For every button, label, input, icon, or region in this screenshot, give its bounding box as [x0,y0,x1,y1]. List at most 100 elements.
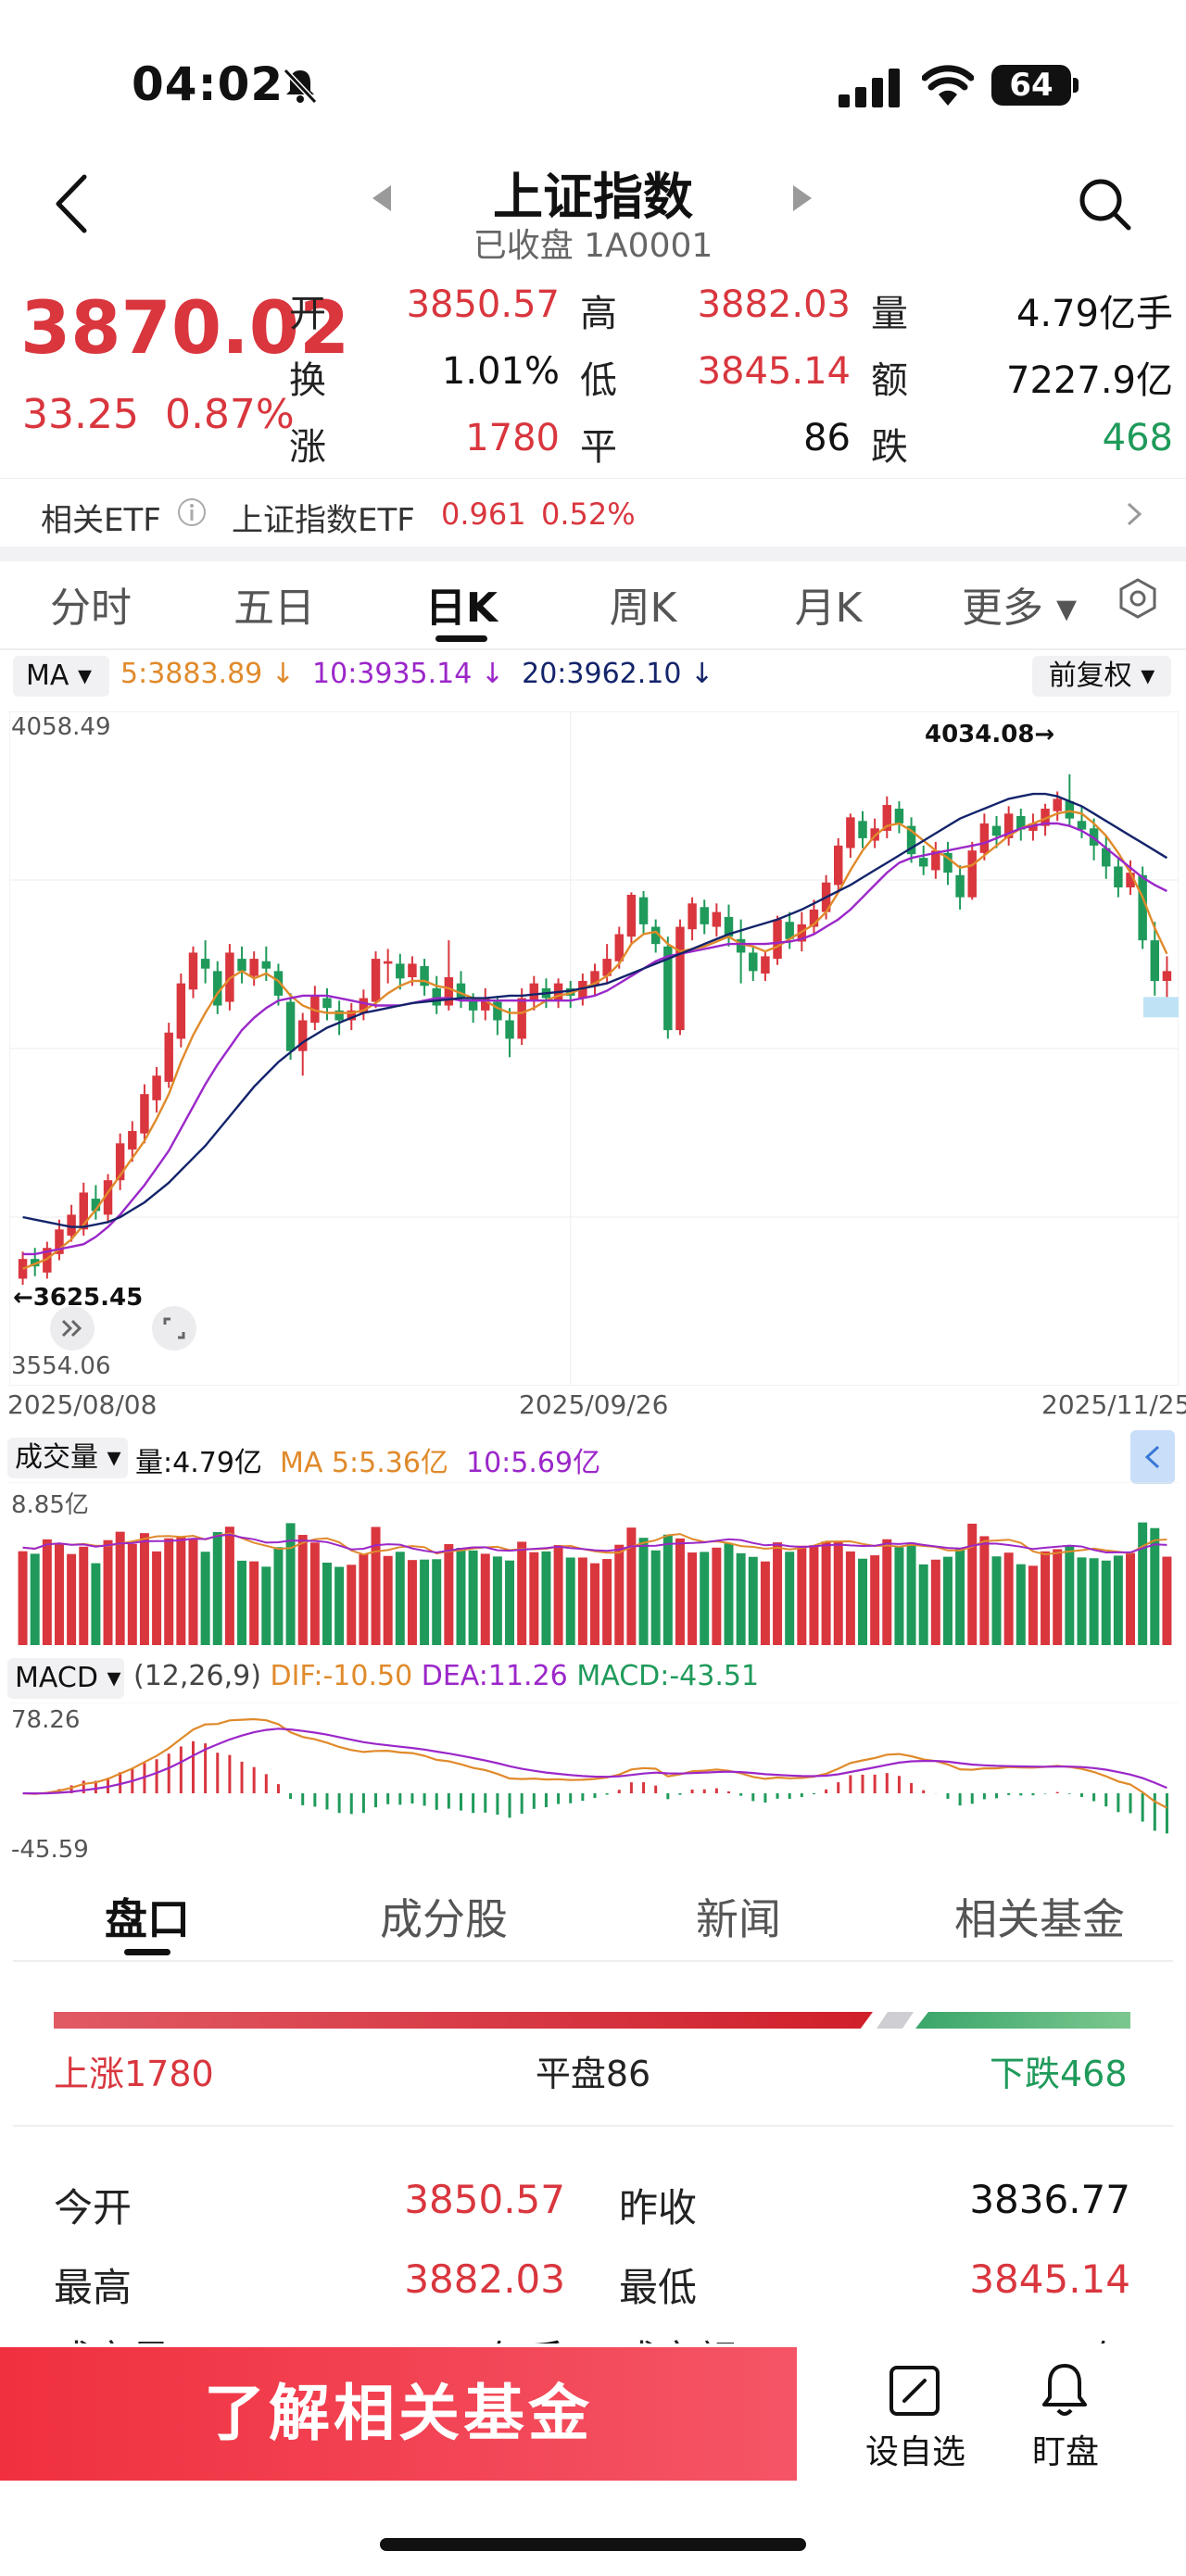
candle-body [481,998,490,1011]
volume-bar [322,1562,332,1645]
candle-body [724,916,734,937]
current-price-tag [1143,997,1179,1018]
candle-body [297,1020,308,1051]
chevron-left-icon[interactable] [1130,1430,1175,1484]
search-icon[interactable] [1075,174,1134,233]
candle-body [43,1248,52,1273]
indicator-select-macd[interactable]: MACD ▾ [7,1658,124,1699]
indicator-select-ma[interactable]: MA ▾ [13,656,109,697]
volume-bar [468,1550,478,1645]
volume-bar [347,1564,357,1645]
volume-bar [273,1547,284,1645]
stat-label-prev-close: 昨收 [619,2185,698,2230]
stat-label-fall: 跌 [871,426,908,469]
candle-body [91,1199,101,1212]
macd-chart [9,1703,1179,1834]
volume-bar [700,1552,710,1645]
volume-bar [906,1542,916,1645]
tab-divider [0,648,1186,650]
stat-value-open: 3850.57 [406,283,560,326]
macd-axis-max: 78.26 [11,1706,81,1734]
price-adjust-select[interactable]: 前复权 ▾ [1032,656,1171,697]
candle-body [273,971,284,996]
chevron-right-icon[interactable] [1125,500,1143,528]
info-icon[interactable] [176,496,208,528]
candle-body [383,961,393,964]
related-etf-row[interactable] [0,478,1186,547]
volume-bar [91,1563,101,1645]
candle-body [1003,813,1014,838]
next-index-arrow-icon[interactable] [793,185,812,211]
volume-bar [67,1553,77,1645]
volume-bar [529,1552,539,1645]
volume-bar [918,1564,928,1645]
back-arrow-icon[interactable] [51,171,92,236]
candle-body [590,971,599,986]
bell-icon[interactable] [1038,2362,1091,2419]
volume-bar [18,1551,28,1645]
expand-history-icon[interactable] [50,1306,95,1351]
tab-market-depth[interactable]: 盘口 [105,1894,190,1944]
candle-body [79,1192,88,1230]
active-tab-indicator [124,1949,170,1955]
tab-news[interactable]: 新闻 [696,1894,781,1944]
tab-daily-k[interactable]: 日K [424,584,498,632]
tab-intraday[interactable]: 分时 [50,584,132,632]
volume-bar [785,1552,795,1645]
candle-body [396,963,405,979]
tab-weekly-k[interactable]: 周K [609,584,677,632]
add-watchlist-button[interactable]: 设自选 [864,2433,965,2471]
stat-label-open: 开 [289,293,326,335]
candle-body [529,983,539,1001]
learn-related-funds-button[interactable]: 了解相关基金 [0,2347,797,2481]
candle-body [188,952,198,990]
volume-bar [553,1545,563,1645]
volume-bar [688,1552,698,1645]
candle-body [237,959,246,972]
tab-constituents[interactable]: 成分股 [380,1894,508,1944]
candle-body [140,1094,149,1134]
candlestick-chart[interactable] [9,711,1179,1386]
stat-value-high: 3882.03 [697,283,851,326]
tab-related-funds[interactable]: 相关基金 [954,1894,1125,1944]
candle-body [176,983,186,1039]
tab-more[interactable]: 更多 ▾ [961,584,1078,632]
y-axis-high: 4058.49 [11,713,111,741]
volume-bar [590,1563,599,1645]
volume-bar [565,1557,575,1645]
stat-label-rise: 涨 [289,426,326,469]
volume-bar [1138,1522,1148,1645]
edit-watchlist-icon[interactable] [888,2364,941,2418]
volume-bar [395,1552,405,1645]
candle-body [955,874,965,898]
volume-bar [164,1538,174,1645]
volume-bar [845,1551,855,1645]
volume-bar [456,1548,466,1645]
indicator-select-volume[interactable]: 成交量 ▾ [7,1438,128,1478]
volume-bar [541,1551,551,1645]
candle-body [493,1001,502,1021]
tab-monthly-k[interactable]: 月K [794,584,863,632]
candle-body [700,907,709,924]
settings-hexagon-icon[interactable] [1116,576,1160,621]
section-divider [13,2125,1173,2127]
fullscreen-icon[interactable] [152,1306,196,1351]
candle-body [152,1075,161,1100]
ma20-line [22,792,1168,1228]
volume-bar [261,1566,271,1645]
monitor-button[interactable]: 盯盘 [1031,2433,1099,2471]
macd-dea: DEA:11.26 [421,1660,568,1692]
candle-body [67,1214,76,1236]
volume-bar [979,1536,990,1645]
volume-bar [1089,1558,1099,1645]
candle-body [359,998,369,1013]
stat-value-today-open: 3850.57 [404,2177,565,2222]
x-axis-start-date: 2025/08/08 [7,1389,158,1420]
volume-bar [638,1538,649,1645]
battery-tip [1073,78,1079,93]
tab-five-day[interactable]: 五日 [233,584,315,632]
candle-body [334,1010,344,1021]
etf-name[interactable]: 上证指数ETF [232,502,415,539]
macd-values: (12,26,9) DIF:-10.50 DEA:11.26 MACD:-43.… [133,1660,759,1692]
prev-index-arrow-icon[interactable] [372,185,391,211]
